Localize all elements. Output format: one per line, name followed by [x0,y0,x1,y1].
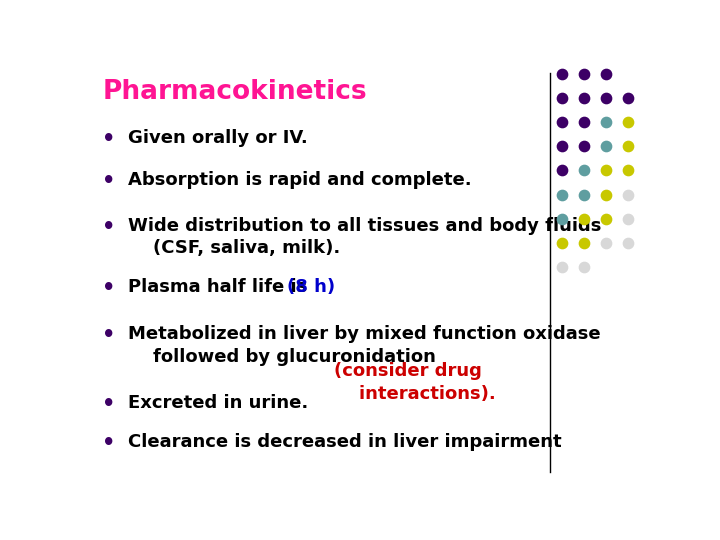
Point [623,190,634,199]
Point [578,239,590,247]
Point [556,239,567,247]
Point [578,262,590,271]
Point [600,214,612,223]
Text: •: • [102,278,116,298]
Point [623,214,634,223]
Point [556,262,567,271]
Point [578,166,590,175]
Text: Absorption is rapid and complete.: Absorption is rapid and complete. [128,171,472,189]
Point [600,239,612,247]
Point [578,118,590,126]
Point [556,70,567,78]
Point [623,166,634,175]
Point [600,190,612,199]
Text: Pharmacokinetics: Pharmacokinetics [102,79,367,105]
Text: •: • [102,171,116,191]
Text: Given orally or IV.: Given orally or IV. [128,129,307,147]
Point [578,70,590,78]
Text: (8 h): (8 h) [287,278,335,296]
Text: Clearance is decreased in liver impairment: Clearance is decreased in liver impairme… [128,433,562,451]
Point [556,118,567,126]
Text: •: • [102,325,116,345]
Point [600,70,612,78]
Point [556,142,567,151]
Point [578,190,590,199]
Point [556,94,567,103]
Point [578,94,590,103]
Point [623,94,634,103]
Point [556,166,567,175]
Point [623,142,634,151]
Point [556,190,567,199]
Text: Plasma half life is: Plasma half life is [128,278,313,296]
Point [623,239,634,247]
Text: •: • [102,394,116,414]
Point [600,118,612,126]
Point [600,94,612,103]
Text: •: • [102,433,116,453]
Text: (consider drug
    interactions).: (consider drug interactions). [334,362,496,403]
Text: •: • [102,129,116,149]
Point [578,142,590,151]
Point [600,166,612,175]
Text: Excreted in urine.: Excreted in urine. [128,394,308,412]
Point [600,142,612,151]
Text: Wide distribution to all tissues and body fluids
    (CSF, saliva, milk).: Wide distribution to all tissues and bod… [128,217,601,258]
Point [556,214,567,223]
Text: •: • [102,217,116,237]
Point [578,214,590,223]
Point [623,118,634,126]
Text: Metabolized in liver by mixed function oxidase
    followed by glucuronidation: Metabolized in liver by mixed function o… [128,325,600,366]
